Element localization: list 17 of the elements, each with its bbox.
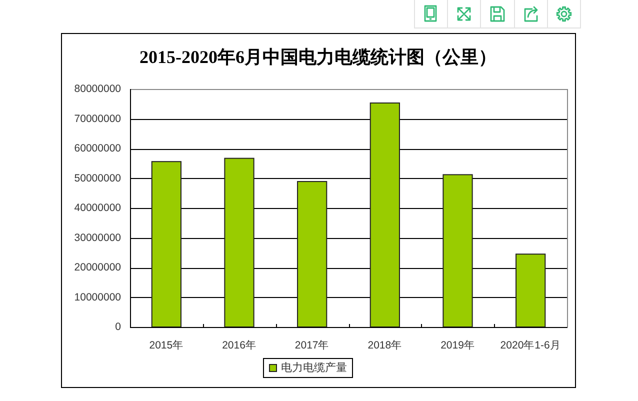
- title: 2015-2020年6月中国电力电缆统计图（公里）: [140, 47, 496, 67]
- ytick-label: 0: [115, 321, 121, 333]
- ytick-label: 20000000: [74, 262, 121, 274]
- legend-label: 电力电缆产量: [281, 362, 347, 374]
- xtick-label: 2015年: [149, 340, 184, 352]
- ytick-label: 80000000: [74, 83, 121, 95]
- ytick-label: 50000000: [74, 172, 121, 184]
- xtick-label: 2020年1-6月: [500, 340, 561, 352]
- ytick-label: 70000000: [74, 112, 121, 125]
- ytick-label: 40000000: [74, 202, 121, 214]
- ytick-label: 30000000: [74, 232, 121, 244]
- xtick-label: 2019年: [440, 340, 475, 352]
- ytick-label: 10000000: [74, 291, 121, 304]
- xtick-label: 2017年: [294, 340, 330, 352]
- xtick-label: 2018年: [368, 340, 402, 352]
- ytick-label: 60000000: [74, 142, 121, 154]
- xtick-label: 2016年: [222, 340, 256, 352]
